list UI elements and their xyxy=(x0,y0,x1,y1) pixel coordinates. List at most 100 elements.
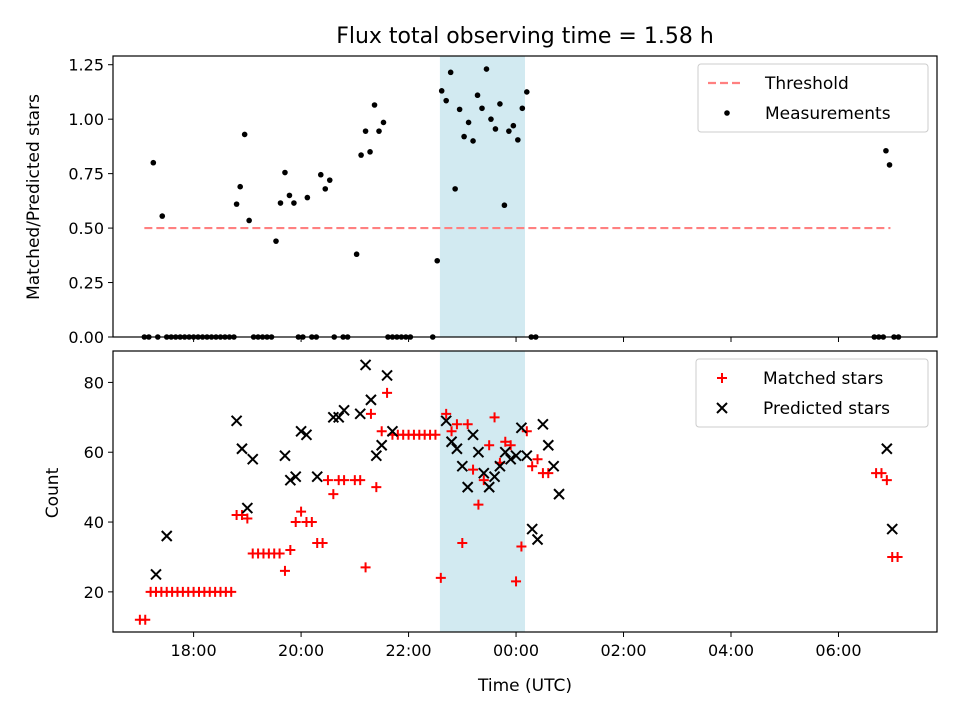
predicted-star-point xyxy=(332,411,345,424)
y-tick-label: 0.75 xyxy=(68,165,104,184)
predicted-star-point xyxy=(537,418,549,431)
matched-star-point xyxy=(360,562,371,573)
measurement-point xyxy=(358,152,364,158)
matched-star-point xyxy=(285,544,296,555)
matched-star-point xyxy=(339,475,350,486)
measurement-point xyxy=(317,171,324,178)
y-tick-label: 80 xyxy=(84,373,104,392)
predicted-star-point xyxy=(451,443,463,455)
matched-star-point xyxy=(328,489,339,500)
predicted-star-point xyxy=(478,467,490,479)
predicted-star-point xyxy=(230,415,243,427)
legend-measurement-swatch xyxy=(724,110,730,116)
matched-star-point xyxy=(322,475,333,486)
predicted-star-point xyxy=(510,450,522,462)
x-tick-label: 22:00 xyxy=(386,641,432,660)
predicted-star-point xyxy=(338,404,350,417)
legend-label: Threshold xyxy=(764,74,849,94)
predicted-star-point xyxy=(365,394,377,406)
measurement-point xyxy=(246,217,252,224)
matched-star-point xyxy=(457,537,468,548)
measurement-point xyxy=(286,192,293,199)
predicted-star-point xyxy=(553,488,565,500)
matched-star-point xyxy=(290,517,301,528)
legend-label: Predicted stars xyxy=(763,399,890,419)
legend: Threshold Measurements xyxy=(697,63,929,133)
measurement-point xyxy=(438,88,445,94)
measurement-point xyxy=(434,257,441,264)
predicted-star-point xyxy=(440,415,452,427)
measurement-point xyxy=(282,169,288,176)
plot-frame xyxy=(112,350,938,633)
legend-label: Measurements xyxy=(765,104,891,124)
predicted-star-point xyxy=(521,450,533,462)
measurement-point xyxy=(497,101,503,107)
predicted-star-point xyxy=(886,523,898,535)
legend-box xyxy=(697,63,929,133)
measurement-point xyxy=(456,106,463,113)
y-tick-label: 0.25 xyxy=(68,274,104,293)
measurement-point xyxy=(159,213,166,219)
measurement-point xyxy=(492,126,499,132)
matched-star-point xyxy=(355,475,366,486)
predicted-star-point xyxy=(461,481,474,493)
matched-star-point xyxy=(505,440,516,451)
predicted-star-point xyxy=(370,450,383,462)
measurement-point xyxy=(291,200,297,206)
predicted-star-point xyxy=(236,443,248,455)
matched-star-point xyxy=(306,517,317,528)
x-axis-label: Time (UTC) xyxy=(477,676,572,696)
measurement-point xyxy=(443,97,449,104)
y-tick-label: 0.50 xyxy=(68,219,104,238)
measurement-point xyxy=(273,238,279,244)
matched-star-point xyxy=(140,614,151,625)
matched-star-point xyxy=(478,475,489,486)
matched-star-point xyxy=(430,429,441,440)
matched-star-point xyxy=(500,436,511,447)
observing-window-span xyxy=(439,56,525,337)
measurement-point xyxy=(886,162,893,168)
x-tick-label: 20:00 xyxy=(278,641,324,660)
matched-star-point xyxy=(468,464,479,475)
x-tick-label: 02:00 xyxy=(600,641,646,660)
matched-star-point xyxy=(489,412,500,423)
matched-star-point xyxy=(279,565,290,576)
measurement-point xyxy=(488,116,494,122)
measurement-point xyxy=(367,149,373,155)
measurement-point xyxy=(461,133,467,140)
predicted-star-point xyxy=(445,436,458,448)
measurement-point xyxy=(371,102,378,108)
measurement-point xyxy=(479,105,485,112)
measurement-point xyxy=(447,69,454,76)
predicted-star-point xyxy=(311,470,323,483)
matched-star-point xyxy=(892,551,903,562)
matched-star-point xyxy=(881,475,892,486)
x-tick-label: 04:00 xyxy=(708,641,754,660)
predicted-star-point xyxy=(386,425,399,437)
matched-star-point xyxy=(446,426,457,437)
measurement-point xyxy=(474,92,481,99)
predicted-star-point xyxy=(472,446,485,458)
predicted-star-point xyxy=(290,470,302,483)
matched-star-point xyxy=(532,454,543,465)
predicted-star-point xyxy=(881,443,893,455)
matched-star-point xyxy=(296,506,307,517)
chart-title: Flux total observing time = 1.58 h xyxy=(336,24,714,49)
measurement-point xyxy=(380,119,387,126)
y-tick-label: 60 xyxy=(84,443,104,462)
predicted-star-point xyxy=(494,460,506,472)
legend-matched-swatch xyxy=(717,373,727,383)
predicted-star-point xyxy=(161,530,173,542)
measurement-point xyxy=(470,138,476,144)
measurement-point xyxy=(506,128,512,134)
matched-star-point xyxy=(473,499,484,510)
matched-star-point xyxy=(376,426,387,437)
top-panel: 0.00 0.25 0.50 0.75 1.00 1.25 Threshold Measure… xyxy=(68,55,938,347)
measurement-point xyxy=(519,105,526,112)
matched-star-point xyxy=(382,387,393,398)
predicted-star-point xyxy=(150,568,162,581)
measurement-point xyxy=(353,251,360,258)
legend: Matched stars Predicted stars xyxy=(695,358,929,428)
x-tick-label: 06:00 xyxy=(815,641,861,660)
